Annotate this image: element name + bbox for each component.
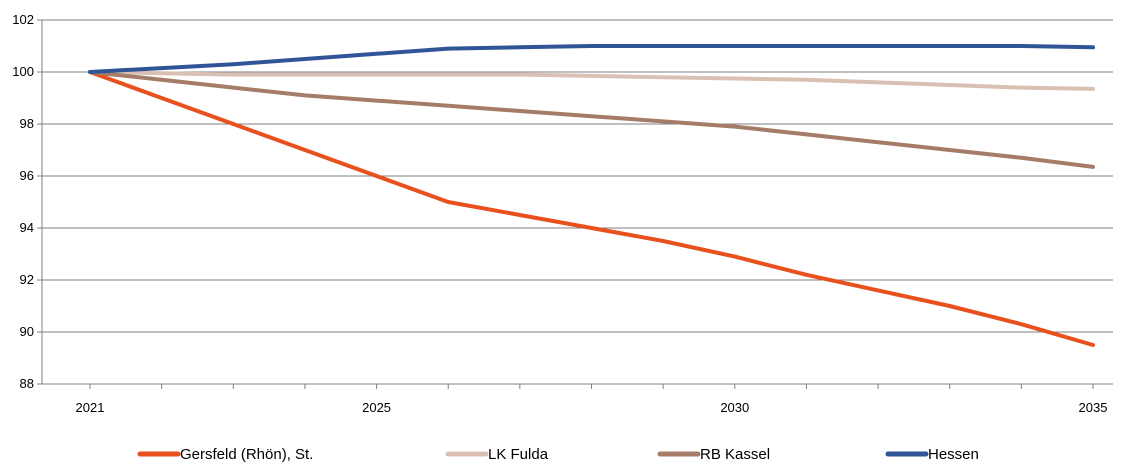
series-line-2	[88, 70, 1095, 169]
legend-label-1: LK Fulda	[488, 446, 549, 463]
x-tick-label: 2030	[720, 400, 749, 415]
y-tick-label: 96	[20, 168, 34, 183]
legend-label-2: RB Kassel	[700, 446, 770, 463]
legend-label-0: Gersfeld (Rhön), St.	[180, 446, 313, 463]
x-tick-label: 2035	[1079, 400, 1108, 415]
gridlines	[37, 19, 1113, 389]
y-tick-label: 98	[20, 116, 34, 131]
series-line-0	[88, 70, 1095, 347]
series-line-3	[88, 44, 1095, 74]
y-tick-label: 88	[20, 376, 34, 391]
y-tick-label: 100	[12, 64, 34, 79]
y-tick-label: 94	[20, 220, 34, 235]
x-tick-labels: 2021 2025 2030 2035	[76, 400, 1108, 415]
y-tick-label: 102	[12, 12, 34, 27]
y-tick-label: 90	[20, 324, 34, 339]
x-tick-label: 2025	[362, 400, 391, 415]
x-tick-label: 2021	[76, 400, 105, 415]
legend: Gersfeld (Rhön), St. LK Fulda RB Kassel Hes…	[137, 446, 979, 463]
y-tick-label: 92	[20, 272, 34, 287]
y-tick-labels: 88 90 92 94 96 98 100 102	[12, 12, 34, 391]
series-lines	[88, 44, 1095, 347]
axes	[41, 20, 1113, 385]
legend-label-3: Hessen	[928, 446, 979, 463]
series-line-1	[88, 70, 1095, 91]
